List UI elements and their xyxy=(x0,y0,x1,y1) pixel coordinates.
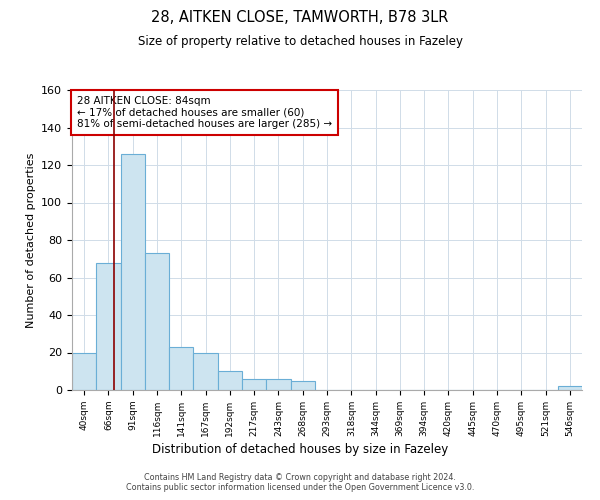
Bar xyxy=(242,379,266,390)
Text: Distribution of detached houses by size in Fazeley: Distribution of detached houses by size … xyxy=(152,442,448,456)
Text: Contains HM Land Registry data © Crown copyright and database right 2024.
Contai: Contains HM Land Registry data © Crown c… xyxy=(126,473,474,492)
Bar xyxy=(96,262,121,390)
Text: 28 AITKEN CLOSE: 84sqm
← 17% of detached houses are smaller (60)
81% of semi-det: 28 AITKEN CLOSE: 84sqm ← 17% of detached… xyxy=(77,96,332,129)
Bar xyxy=(558,386,582,390)
Bar xyxy=(193,352,218,390)
Bar xyxy=(169,347,193,390)
Text: 28, AITKEN CLOSE, TAMWORTH, B78 3LR: 28, AITKEN CLOSE, TAMWORTH, B78 3LR xyxy=(151,10,449,25)
Y-axis label: Number of detached properties: Number of detached properties xyxy=(26,152,35,328)
Bar xyxy=(72,352,96,390)
Text: Size of property relative to detached houses in Fazeley: Size of property relative to detached ho… xyxy=(137,35,463,48)
Bar xyxy=(266,379,290,390)
Bar xyxy=(145,253,169,390)
Bar xyxy=(290,380,315,390)
Bar xyxy=(218,371,242,390)
Bar xyxy=(121,154,145,390)
